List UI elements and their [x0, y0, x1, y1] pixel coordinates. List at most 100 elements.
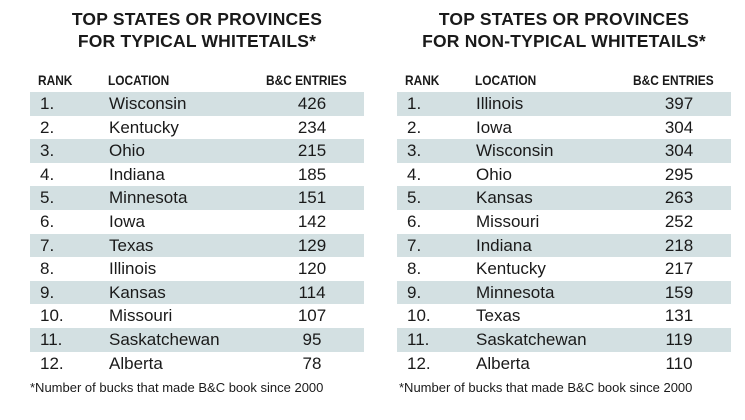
title-line: FOR NON-TYPICAL WHITETAILS* [422, 31, 706, 51]
location-cell: Kansas [476, 188, 533, 208]
rank-cell: 1. [407, 94, 422, 113]
table-row: 9. Minnesota 159 [397, 280, 731, 305]
entries-cell: 107 [297, 306, 327, 326]
rank-cell: 12. [407, 353, 431, 373]
table-row: 2. Iowa 304 [397, 116, 731, 140]
title-line: TOP STATES OR PROVINCES [438, 9, 690, 29]
entries-cell: 304 [664, 117, 694, 137]
rank-cell: 4. [407, 164, 422, 184]
table-row: 3. Wisconsin 304 [397, 139, 731, 163]
rank-cell: 11. [407, 330, 430, 349]
rank-cell: 12. [40, 353, 64, 373]
table-row: 12. Alberta 110 [397, 352, 731, 376]
entries-cell: 159 [664, 282, 694, 302]
title-line: TOP STATES OR PROVINCES [71, 9, 323, 29]
entries-cell: 95 [302, 330, 322, 349]
non-typical-table: TOP STATES OR PROVINCES FOR NON-TYPICAL W… [397, 0, 731, 420]
entries-cell: 110 [665, 353, 693, 373]
rank-cell: 7. [40, 235, 55, 255]
table-row: 9. Kansas 114 [30, 280, 364, 305]
location-cell: Texas [109, 235, 154, 255]
footnote: *Number of bucks that made B&C book sinc… [30, 380, 324, 395]
entries-cell: 114 [298, 282, 326, 302]
rank-cell: 6. [40, 212, 55, 231]
column-header: RANK [405, 72, 440, 88]
entries-cell: 151 [297, 188, 327, 208]
table-row: 7. Indiana 218 [397, 233, 731, 258]
table-row: 10. Texas 131 [397, 304, 731, 328]
entries-cell: 129 [297, 235, 327, 255]
rank-cell: 3. [40, 141, 55, 161]
entries-cell: 78 [302, 353, 322, 373]
table-row: 2. Kentucky 234 [30, 116, 364, 140]
entries-cell: 185 [297, 164, 327, 184]
location-cell: Minnesota [109, 188, 188, 208]
table-row: 5. Minnesota 151 [30, 186, 364, 210]
rank-cell: 2. [407, 117, 422, 137]
location-cell: Kentucky [476, 259, 546, 279]
location-cell: Kansas [109, 282, 166, 302]
location-cell: Texas [476, 306, 521, 326]
rank-cell: 7. [407, 235, 422, 255]
column-header: B&C ENTRIES [266, 72, 347, 88]
table-row: 5. Kansas 263 [397, 186, 731, 210]
location-cell: Saskatchewan [109, 330, 220, 349]
rank-cell: 5. [407, 188, 422, 208]
table-row: 8. Kentucky 217 [397, 257, 731, 281]
location-cell: Alberta [109, 353, 163, 373]
entries-cell: 120 [297, 259, 327, 279]
entries-cell: 263 [664, 188, 694, 208]
table-row: 11. Saskatchewan 95 [30, 328, 364, 352]
location-cell: Kentucky [109, 117, 179, 137]
location-cell: Illinois [109, 259, 157, 279]
table-row: 1. Illinois 397 [397, 92, 731, 116]
entries-cell: 218 [664, 235, 694, 255]
footnote: *Number of bucks that made B&C book sinc… [399, 380, 693, 395]
entries-cell: 426 [297, 94, 327, 113]
rank-cell: 2. [40, 117, 55, 137]
table-row: 6. Iowa 142 [30, 210, 364, 234]
table-row: 7. Texas 129 [30, 233, 364, 258]
title-line: FOR TYPICAL WHITETAILS* [77, 31, 317, 51]
table-row: 11. Saskatchewan 119 [397, 328, 731, 352]
location-cell: Wisconsin [109, 94, 187, 113]
entries-cell: 295 [664, 164, 694, 184]
rank-cell: 3. [407, 141, 422, 161]
location-cell: Ohio [109, 141, 145, 161]
table-row: 1. Wisconsin 426 [30, 92, 364, 116]
location-cell: Wisconsin [476, 141, 554, 161]
location-cell: Missouri [476, 212, 540, 231]
rank-cell: 8. [40, 259, 55, 279]
rank-cell: 1. [40, 94, 55, 113]
entries-cell: 304 [664, 141, 694, 161]
table-row: 12. Alberta 78 [30, 352, 364, 376]
rank-cell: 9. [407, 282, 422, 302]
entries-cell: 142 [297, 212, 327, 231]
location-cell: Iowa [109, 212, 145, 231]
table-row: 3. Ohio 215 [30, 139, 364, 163]
location-cell: Indiana [476, 235, 532, 255]
column-header: LOCATION [475, 72, 537, 88]
typical-table: TOP STATES OR PROVINCES FOR TYPICAL WHITE… [30, 0, 364, 420]
entries-cell: 234 [297, 117, 327, 137]
entries-cell: 215 [297, 141, 327, 161]
rank-cell: 4. [40, 164, 55, 184]
table-row: 4. Ohio 295 [397, 163, 731, 187]
column-header: LOCATION [108, 72, 170, 88]
entries-cell: 131 [664, 306, 694, 326]
entries-cell: 252 [664, 212, 694, 231]
column-header: RANK [38, 72, 73, 88]
location-cell: Indiana [109, 164, 165, 184]
column-header: B&C ENTRIES [633, 72, 714, 88]
entries-cell: 119 [665, 330, 693, 349]
table-row: 6. Missouri 252 [397, 210, 731, 234]
location-cell: Saskatchewan [476, 330, 587, 349]
rank-cell: 11. [40, 330, 63, 349]
table-title: TOP STATES OR PROVINCES FOR TYPICAL WHITE… [30, 8, 364, 52]
table-row: 8. Illinois 120 [30, 257, 364, 281]
location-cell: Illinois [476, 94, 524, 113]
location-cell: Alberta [476, 353, 530, 373]
entries-cell: 397 [664, 94, 694, 113]
table-row: 10. Missouri 107 [30, 304, 364, 328]
